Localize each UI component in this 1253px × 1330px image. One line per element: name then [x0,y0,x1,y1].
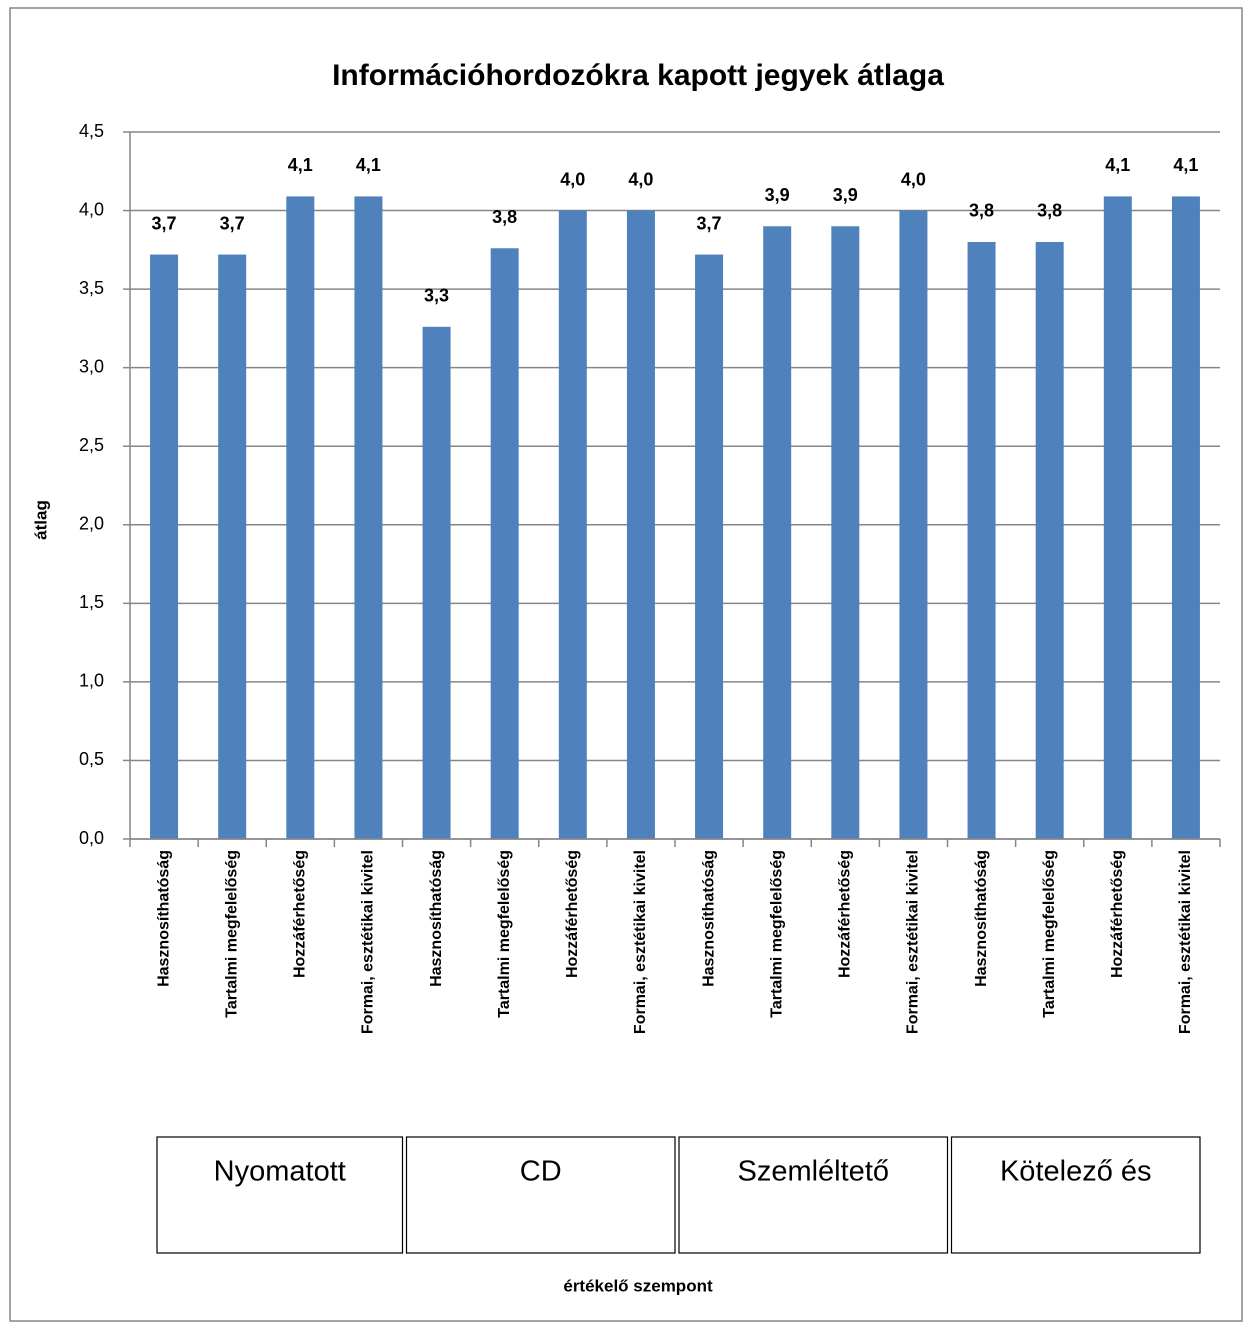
x-tick-label: Hozzáférhetőség [837,850,854,978]
value-label: 3,8 [492,207,517,227]
x-tick-label: Hozzáférhetőség [292,850,309,978]
bar [286,196,315,840]
group-label: CD [520,1156,562,1188]
x-tick-label: Tartalmi megfelelőség [768,850,785,1018]
group-box [405,1136,676,1254]
x-tick-label: Tartalmi megfelelőség [1041,850,1058,1018]
value-label: 3,3 [424,286,449,306]
x-tick-label: Formai, esztétikai kivitel [1177,850,1194,1034]
value-label: 3,7 [220,213,245,233]
value-label: 3,9 [765,185,790,205]
group-box [156,1136,404,1254]
group-label: Nyomatott [214,1156,346,1188]
bar [354,196,383,840]
value-label: 3,7 [697,213,722,233]
value-label: 4,1 [1173,155,1198,175]
value-label: 4,1 [1105,155,1130,175]
x-tick-label: Tartalmi megfelelőség [223,850,240,1018]
y-tick-label: 0,5 [79,749,104,769]
bar [967,241,996,839]
y-tick-label: 2,5 [79,435,104,455]
y-tick-label: 0,0 [79,828,104,848]
value-label: 4,1 [356,155,381,175]
bar [695,254,724,840]
y-tick-label: 1,5 [79,592,104,612]
y-axis-label: átlag [31,500,50,540]
x-tick-label: Formai, esztétikai kivitel [905,850,922,1034]
bar [558,210,587,840]
x-tick-label: Tartalmi megfelelőség [496,850,513,1018]
value-label: 4,0 [628,169,653,189]
value-label: 3,7 [152,213,177,233]
x-tick-label: Formai, esztétikai kivitel [632,850,649,1034]
value-label: 4,0 [901,169,926,189]
x-tick-label: Hasznosíthatóság [973,850,990,987]
bar [626,210,655,840]
bar [490,248,519,840]
x-tick-label: Hasznosíthatóság [428,850,445,987]
x-tick-label: Hasznosíthatóság [700,850,717,987]
bar [422,326,451,840]
bar [899,210,928,840]
bar [831,226,860,839]
bar [218,254,247,840]
y-tick-label: 3,5 [79,278,104,298]
y-tick-label: 1,0 [79,671,104,691]
y-tick-label: 4,0 [79,199,104,219]
bar [1103,196,1132,840]
value-label: 3,8 [1037,201,1062,221]
y-tick-label: 2,0 [79,514,104,534]
bar [1035,241,1064,839]
bar [150,254,179,840]
group-box [678,1136,949,1254]
x-tick-label: Hozzáférhetőség [1109,850,1126,978]
x-axis-label: értékelő szempont [563,1276,713,1295]
x-tick-label: Hasznosíthatóság [155,850,172,987]
value-label: 3,9 [833,185,858,205]
group-box [950,1136,1201,1254]
bar [763,226,792,839]
group-label: Szemléltető [737,1156,889,1188]
value-label: 4,1 [288,155,313,175]
bar [1171,196,1200,840]
y-tick-label: 4,5 [79,121,104,141]
y-tick-label: 3,0 [79,356,104,376]
value-label: 4,0 [560,169,585,189]
value-label: 3,8 [969,201,994,221]
chart-title: Információhordozókra kapott jegyek átlag… [332,59,944,92]
x-tick-label: Formai, esztétikai kivitel [360,850,377,1034]
group-label: Kötelező és [1000,1156,1152,1188]
x-tick-label: Hozzáférhetőség [564,850,581,978]
